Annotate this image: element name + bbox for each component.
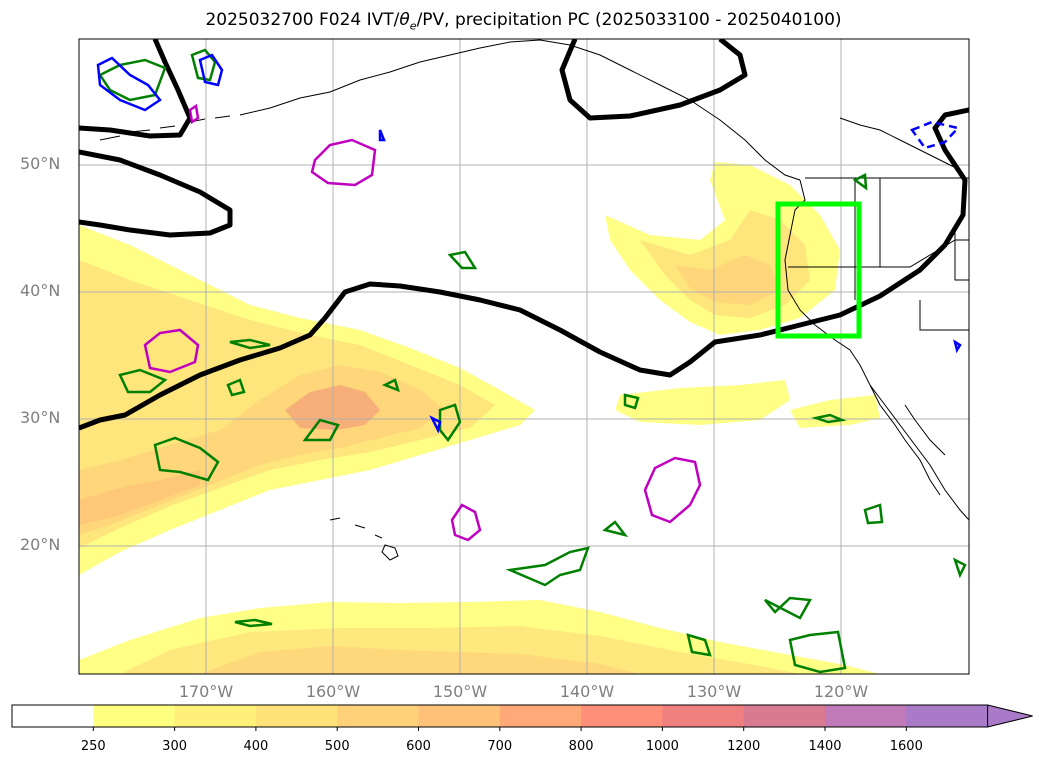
pv-green-14: [686, 633, 712, 657]
ivt-band-south-core: [200, 646, 640, 674]
ivt-subtropical-strip: [615, 380, 790, 425]
pv-green-2: [190, 48, 217, 82]
pv-green-15: [863, 503, 884, 525]
colorbar-segment: [174, 705, 257, 727]
pv-green-20: [381, 378, 400, 393]
pv-magenta-4: [450, 503, 482, 542]
pv-green-10: [602, 520, 629, 538]
colorbar-tick-label: 700: [487, 739, 513, 754]
pv-green-18: [852, 173, 868, 191]
alaska-coast: [239, 39, 801, 181]
colorbar-segment: [12, 705, 94, 727]
lat-label-30n: 30°N: [20, 408, 61, 427]
aleutian-islands: [99, 115, 231, 141]
coastlines: [99, 39, 969, 561]
map-title: 2025032700 F024 IVT/θe/PV, precipitation…: [205, 10, 842, 33]
pv-green-21: [226, 378, 246, 397]
colorbar-tick-label: 1200: [727, 739, 761, 754]
pv-green-13: [788, 630, 847, 674]
lat-label-40n: 40°N: [20, 281, 61, 300]
pv-contours: [96, 48, 967, 674]
pv-green-17: [811, 413, 847, 424]
colorbar-segment: [906, 705, 989, 727]
pv-green-12: [764, 596, 813, 620]
colorbar-tick-label: 400: [243, 739, 269, 754]
pv-blue-3: [910, 120, 961, 150]
baja-peninsula: [869, 384, 946, 496]
pv-green-1: [98, 58, 167, 102]
colorbar-tick-label: 1000: [645, 739, 679, 754]
colorbar-tick-label: 250: [80, 739, 106, 754]
pv-blue-6: [953, 339, 962, 354]
colorbar-segment: [581, 705, 663, 727]
state-borders: [788, 177, 969, 331]
colorbar-extend-arrow: [987, 704, 1033, 728]
map-panel: [79, 39, 969, 674]
map-border: [78, 38, 970, 675]
theta-contour-4: [559, 39, 748, 121]
hawaii-islands: [329, 517, 399, 561]
pv-green-11: [623, 393, 640, 410]
lon-label-150w: 150°W: [432, 682, 488, 701]
colorbar-tick-label: 1400: [808, 739, 842, 754]
colorbar-segment: [499, 705, 582, 727]
colorbar-segment: [825, 705, 907, 727]
colorbar-segment: [418, 705, 501, 727]
pv-magenta-5: [188, 103, 200, 125]
colorbar-tick-label: 800: [568, 739, 594, 754]
pv-green-4: [118, 368, 168, 394]
lon-label-140w: 140°W: [559, 682, 615, 701]
lon-label-170w: 170°W: [178, 682, 234, 701]
pv-blue-4: [378, 129, 386, 142]
pv-magenta-1: [310, 138, 377, 187]
pv-green-5: [229, 338, 271, 350]
pv-magenta-2: [143, 328, 200, 374]
colorbar-segment: [255, 705, 338, 727]
theta-contour-2: [79, 149, 233, 238]
pv-green-3: [153, 436, 220, 482]
colorbar-tick-label: 500: [324, 739, 350, 754]
colorbar-tick-label: 300: [162, 739, 188, 754]
west-coast: [784, 179, 969, 521]
lat-label-50n: 50°N: [20, 154, 61, 173]
lon-label-160w: 160°W: [305, 682, 361, 701]
lat-label-20n: 20°N: [20, 535, 61, 554]
colorbar: [11, 704, 1033, 731]
colorbar-segment: [743, 705, 826, 727]
colorbar-segment: [337, 705, 419, 727]
pv-green-6: [302, 418, 340, 442]
pv-blue-2: [198, 53, 224, 87]
pv-green-8: [447, 250, 478, 270]
colorbar-tick-label: 600: [406, 739, 431, 754]
pv-magenta-3: [643, 456, 702, 524]
theta-contour-3: [79, 107, 969, 431]
theta-contour-1: [79, 39, 193, 139]
target-region-box: [775, 201, 862, 339]
colorbar-segment: [93, 705, 176, 727]
ivt-subtropical-strip-2: [790, 395, 880, 428]
lon-label-120w: 120°W: [813, 682, 869, 701]
theta-e-contours: [79, 39, 969, 431]
lon-label-130w: 130°W: [686, 682, 742, 701]
canada-interior: [839, 117, 961, 171]
ivt-river-west-core-b: [79, 470, 200, 525]
colorbar-segment: [662, 705, 745, 727]
pv-green-16: [234, 618, 273, 628]
pv-green-19: [952, 557, 967, 579]
colorbar-tick-label: 1600: [889, 739, 923, 754]
pv-blue-1: [96, 56, 162, 112]
pv-green-9: [505, 546, 590, 587]
pv-blue-5: [429, 415, 442, 434]
